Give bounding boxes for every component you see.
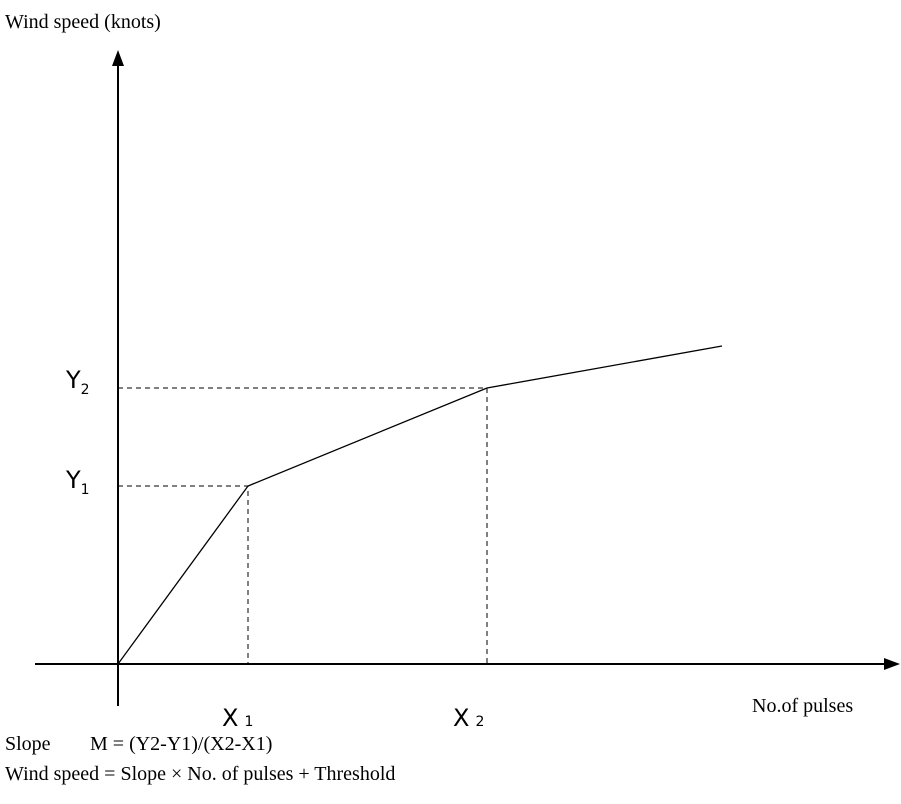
marker-letter: X	[222, 704, 238, 732]
slope-formula: M = (Y2-Y1)/(X2-X1)	[90, 733, 272, 755]
calibration-curve	[117, 345, 723, 665]
slope-label: Slope	[5, 733, 51, 755]
y-axis-label: Wind speed (knots)	[5, 11, 161, 33]
marker-sub: 1	[244, 714, 253, 730]
wind-speed-formula: Wind speed = Slope × No. of pulses + Thr…	[5, 763, 395, 785]
x-axis-arrow	[884, 658, 900, 670]
x-axis-label: No.of pulses	[752, 695, 853, 717]
marker-letter: Y	[65, 466, 81, 494]
marker-letter: Y	[65, 366, 81, 394]
y1-label: Y1	[65, 466, 90, 498]
guide-2	[118, 387, 488, 664]
y2-label: Y2	[65, 366, 90, 398]
marker-sub: 1	[81, 482, 90, 498]
marker-sub: 2	[475, 714, 484, 730]
marker-sub: 2	[81, 382, 90, 398]
y-axis-arrow	[112, 50, 124, 66]
marker-letter: X	[453, 704, 469, 732]
